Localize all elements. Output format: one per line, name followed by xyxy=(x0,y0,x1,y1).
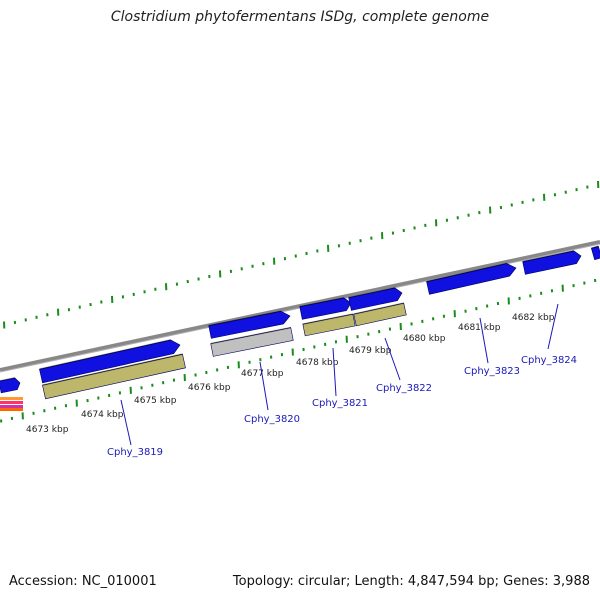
gene-track xyxy=(0,245,600,411)
feature-olive-3-shade xyxy=(353,302,404,315)
feature-olive-3 xyxy=(353,302,407,327)
outer-tick-track xyxy=(3,180,600,329)
kbp-label: 4680 kbp xyxy=(403,334,446,344)
backbone-line xyxy=(0,240,600,372)
gene-label-leader xyxy=(547,303,559,350)
gene-label: Cphy_3822 xyxy=(376,383,432,394)
gene-arrow-cphy-3819 xyxy=(39,339,181,384)
kbp-label: 4682 kbp xyxy=(512,313,555,323)
gene-arrow-partial xyxy=(0,377,21,394)
gene-arrow-cphy-3823-shade xyxy=(426,262,507,283)
gene-arrow-partial-right-shade xyxy=(591,245,599,249)
gene-label-leader xyxy=(384,337,401,381)
gene-arrow-cphy-3822-shade xyxy=(348,287,395,299)
partial-gene-strand xyxy=(0,408,23,411)
gene-label: Cphy_3823 xyxy=(464,366,520,377)
accession-label: Accession: NC_010001 xyxy=(9,574,157,589)
gene-arrow-cphy-3821 xyxy=(299,297,352,320)
gene-arrow-cphy-3823 xyxy=(426,263,517,295)
genome-title: Clostridium phytofermentans ISDg, comple… xyxy=(110,9,490,25)
inner-tick-track xyxy=(0,278,597,423)
kbp-label: 4681 kbp xyxy=(458,323,501,333)
gene-arrow-cphy-3822 xyxy=(348,287,403,311)
gene-arrow-cphy-3824-shade xyxy=(522,250,574,263)
gene-label-leader xyxy=(479,317,489,364)
feature-olive-1 xyxy=(42,353,186,400)
partial-gene-strand xyxy=(0,401,23,404)
kbp-label: 4675 kbp xyxy=(134,396,177,406)
topology-label: Topology: circular; Length: 4,847,594 bp… xyxy=(232,574,590,589)
kbp-label: 4674 kbp xyxy=(81,410,124,420)
feature-olive-2-shade xyxy=(302,313,353,325)
feature-olive-1-shade xyxy=(42,353,183,386)
feature-gray xyxy=(210,327,294,357)
gene-labels: Cphy_3819 Cphy_3820 Cphy_3821 Cphy_3822 Cphy… xyxy=(107,303,577,458)
gene-arrow-partial-shade xyxy=(0,377,16,382)
gene-arrow-partial-right xyxy=(590,245,600,261)
kbp-label: 4679 kbp xyxy=(349,346,392,356)
partial-gene-strand xyxy=(0,405,23,408)
feature-gray-shade xyxy=(210,326,291,345)
partial-gene-strand xyxy=(0,397,23,400)
kbp-label: 4678 kbp xyxy=(296,358,339,368)
gene-label-leader xyxy=(332,347,337,397)
gene-arrow-cphy-3824 xyxy=(522,250,582,275)
gene-label: Cphy_3824 xyxy=(521,355,577,366)
gene-label: Cphy_3819 xyxy=(107,447,163,458)
gene-label: Cphy_3821 xyxy=(312,398,368,409)
gene-label-leader xyxy=(120,399,132,446)
gene-arrow-cphy-3819-shade xyxy=(39,339,171,370)
gene-arrow-cphy-3820-shade xyxy=(208,310,282,327)
gene-label: Cphy_3820 xyxy=(244,414,300,425)
feature-olive-2 xyxy=(302,313,356,337)
gene-label-leader xyxy=(259,361,269,411)
kbp-label: 4676 kbp xyxy=(188,383,231,393)
gene-arrow-cphy-3821-shade xyxy=(299,297,344,308)
gene-arrow-cphy-3820 xyxy=(208,310,291,339)
kbp-label: 4673 kbp xyxy=(26,425,69,435)
